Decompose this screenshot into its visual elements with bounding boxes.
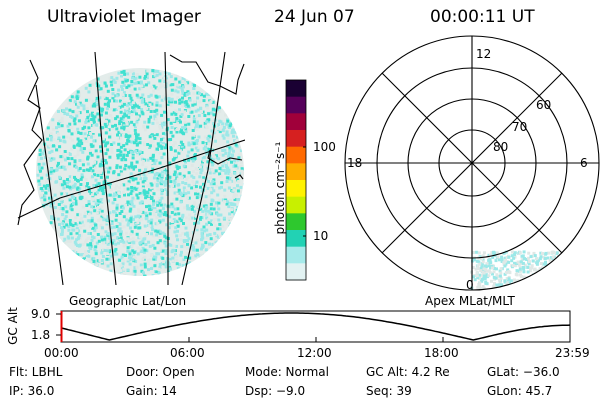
meridian-line [35,84,64,285]
mlt-12-label: 12 [476,47,492,61]
coastline [234,174,244,180]
polar-panel-label: Apex MLat/MLT [425,294,515,308]
colorbar [286,80,306,281]
colorbar-segment [286,246,306,264]
altitude-ytick-bottom: 1.8 [31,328,51,342]
instrument-title: Ultraviolet Imager [47,7,201,27]
geo-grid-lines [17,51,252,285]
coastline [17,59,43,226]
mlt-18-label: 18 [347,156,363,170]
colorbar-segment [286,230,306,248]
colorbar-frame [285,79,307,281]
glat-status: GLat: −36.0 [487,365,560,379]
altitude-xtick-label: 23:59 [555,346,590,360]
aurora-speckles [36,69,244,276]
mlat-70-label: 70 [512,120,528,134]
colorbar-segment [286,180,306,198]
door-status: Door: Open [126,365,195,379]
altitude-xtick-label: 06:00 [170,346,205,360]
glon-status: GLon: 45.7 [487,384,553,398]
dsp-status: Dsp: −9.0 [245,384,306,398]
colorbar-segment [286,80,306,98]
colorbar-segment [286,213,306,231]
colorbar-segment [286,263,306,281]
ip-status: IP: 36.0 [9,384,55,398]
mlat-80-label: 80 [493,140,509,154]
colorbar-unit-label: photon cm⁻²s⁻¹ [273,141,287,235]
mode-status: Mode: Normal [245,365,329,379]
gain-status: Gain: 14 [126,384,177,398]
filter-status: Flt: LBHL [9,365,63,379]
altitude-xtick-label: 00:00 [44,346,79,360]
meridian-line [164,51,169,285]
colorbar-segment [286,113,306,131]
coastline [207,149,243,165]
altitude-plot [56,310,571,343]
mlat-60-label: 60 [536,98,552,112]
altitude-ylabel: GC Alt [6,307,20,345]
altitude-ytick-top: 9.0 [31,307,51,321]
colorbar-segment [286,196,306,214]
colorbar-segment [286,146,306,164]
polar-diagonal [381,72,563,254]
meridian-line [94,51,117,285]
altitude-xtick-label: 18:00 [424,346,459,360]
latitude-line [17,139,245,219]
geo-panel-label: Geographic Lat/Lon [69,294,187,308]
gc-alt-status: GC Alt: 4.2 Re [366,365,450,379]
colorbar-segment [286,130,306,148]
colorbar-tick-label-10: 10 [313,229,329,243]
time-label: 00:00:11 UT [430,7,535,27]
altitude-xtick-label: 12:00 [297,346,332,360]
meridian-line [181,51,226,285]
polar-panel [344,35,600,291]
coastline [169,54,245,95]
geo-panel [17,51,252,285]
coastline [246,224,252,229]
colorbar-tick-label-100: 100 [313,140,336,154]
mlt-6-label: 6 [580,156,588,170]
colorbar-segment [286,96,306,114]
mlt-0-label: 0 [466,278,474,292]
altitude-curve [60,312,571,341]
date-label: 24 Jun 07 [274,7,355,27]
colorbar-segment [286,163,306,181]
seq-status: Seq: 39 [366,384,412,398]
